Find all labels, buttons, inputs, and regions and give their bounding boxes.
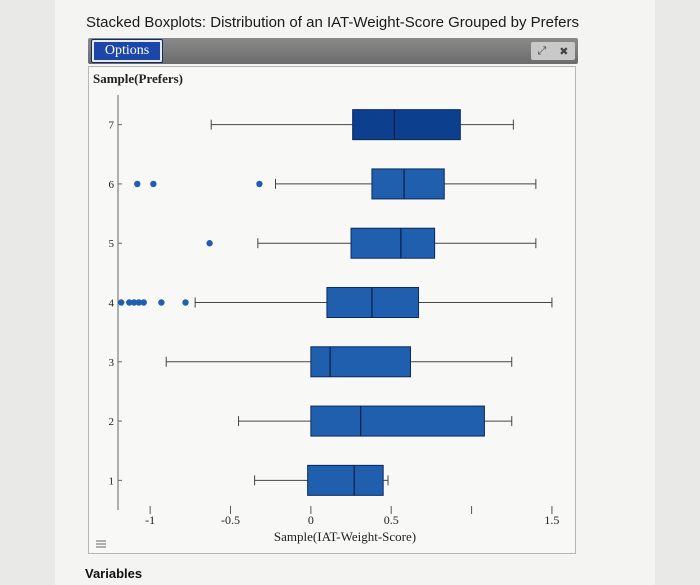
close-icon[interactable]: ✖ [559, 45, 569, 58]
y-tick-label: 5 [109, 238, 115, 250]
box-group-6[interactable] [371, 168, 445, 200]
y-tick-label: 7 [109, 120, 115, 132]
y-axis-label: Sample(Prefers) [93, 71, 183, 86]
box-group-1[interactable] [307, 464, 384, 496]
y-tick-label: 3 [109, 357, 115, 369]
outlier-point[interactable] [158, 299, 165, 306]
x-tick-label: 0.5 [384, 513, 399, 527]
x-tick-label: -1 [145, 513, 155, 527]
outlier-point[interactable] [135, 299, 143, 306]
resize-grip-icon[interactable] [96, 539, 106, 549]
box-group-5[interactable] [350, 227, 436, 259]
y-tick-label: 6 [109, 179, 115, 191]
x-tick-label: -0.5 [221, 513, 240, 527]
outlier-point[interactable] [140, 299, 147, 306]
outlier-point[interactable] [182, 299, 189, 306]
chart-title: Stacked Boxplots: Distribution of an IAT… [86, 14, 580, 31]
expand-icon[interactable]: ⤢ [537, 44, 547, 57]
outlier-point[interactable] [134, 180, 141, 188]
chart-toolbar [88, 38, 578, 64]
outlier-point[interactable] [126, 299, 133, 306]
window-controls: ⤢ ✖ [531, 42, 575, 60]
box-group-7[interactable] [352, 109, 461, 141]
box-group-4[interactable] [326, 287, 420, 318]
x-tick-label: 0 [308, 513, 314, 527]
outlier-point[interactable] [150, 180, 157, 188]
y-tick-label: 4 [109, 298, 115, 310]
x-axis-label: Sample(IAT-Weight-Score) [274, 529, 416, 544]
y-tick-label: 1 [109, 475, 115, 487]
outlier-point[interactable] [256, 180, 263, 188]
x-tick-label: 1.5 [544, 513, 559, 527]
variables-label: Variables [85, 566, 143, 581]
outlier-point[interactable] [206, 240, 213, 247]
options-button[interactable]: Options [91, 39, 163, 63]
title-dot: . [571, 14, 576, 31]
outlier-point[interactable] [118, 299, 125, 306]
outlier-point[interactable] [130, 299, 138, 306]
y-tick-label: 2 [109, 416, 115, 428]
box-group-2[interactable] [310, 405, 485, 437]
box-group-3[interactable] [310, 346, 412, 378]
